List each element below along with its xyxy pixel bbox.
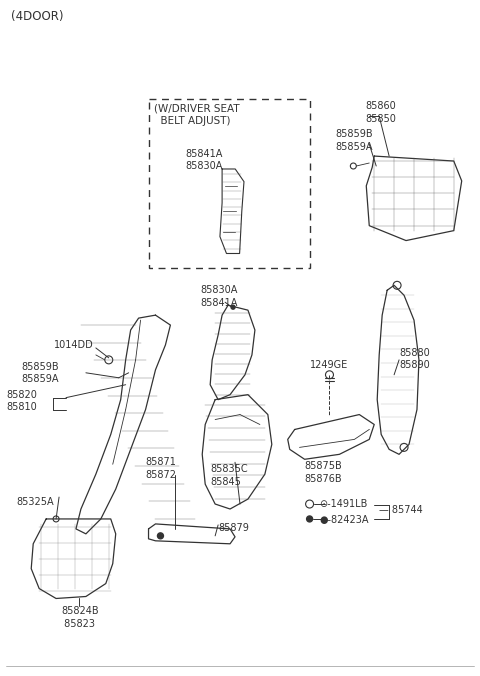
Text: 85859B
85859A: 85859B 85859A [21,362,59,384]
Text: 85820
85810: 85820 85810 [6,389,37,412]
Text: — 85744: — 85744 [379,505,423,515]
Text: ⊙-1491LB: ⊙-1491LB [320,499,368,509]
Circle shape [307,516,312,522]
Text: 1249GE: 1249GE [310,360,348,370]
Text: (4DOOR): (4DOOR) [12,10,64,23]
Text: 85880
85890: 85880 85890 [399,348,430,370]
Text: 85325A: 85325A [16,497,54,507]
Text: 85841A
85830A: 85841A 85830A [185,149,223,172]
Text: 85835C
85845: 85835C 85845 [210,464,248,487]
Text: (W/DRIVER SEAT
  BELT ADJUST): (W/DRIVER SEAT BELT ADJUST) [154,103,239,126]
Text: 85859B
85859A: 85859B 85859A [336,129,373,151]
Text: 85871
85872: 85871 85872 [145,457,177,480]
Text: 85875B
85876B: 85875B 85876B [305,461,342,484]
Text: 85824B
 85823: 85824B 85823 [61,606,99,629]
Text: 85860
85850: 85860 85850 [365,101,396,124]
Circle shape [157,533,164,539]
Circle shape [231,305,235,309]
Text: 85879: 85879 [218,523,249,533]
Text: 85830A
85841A: 85830A 85841A [200,285,238,308]
Text: ●-82423A: ●-82423A [320,515,369,525]
Text: 1014DD: 1014DD [54,340,94,350]
